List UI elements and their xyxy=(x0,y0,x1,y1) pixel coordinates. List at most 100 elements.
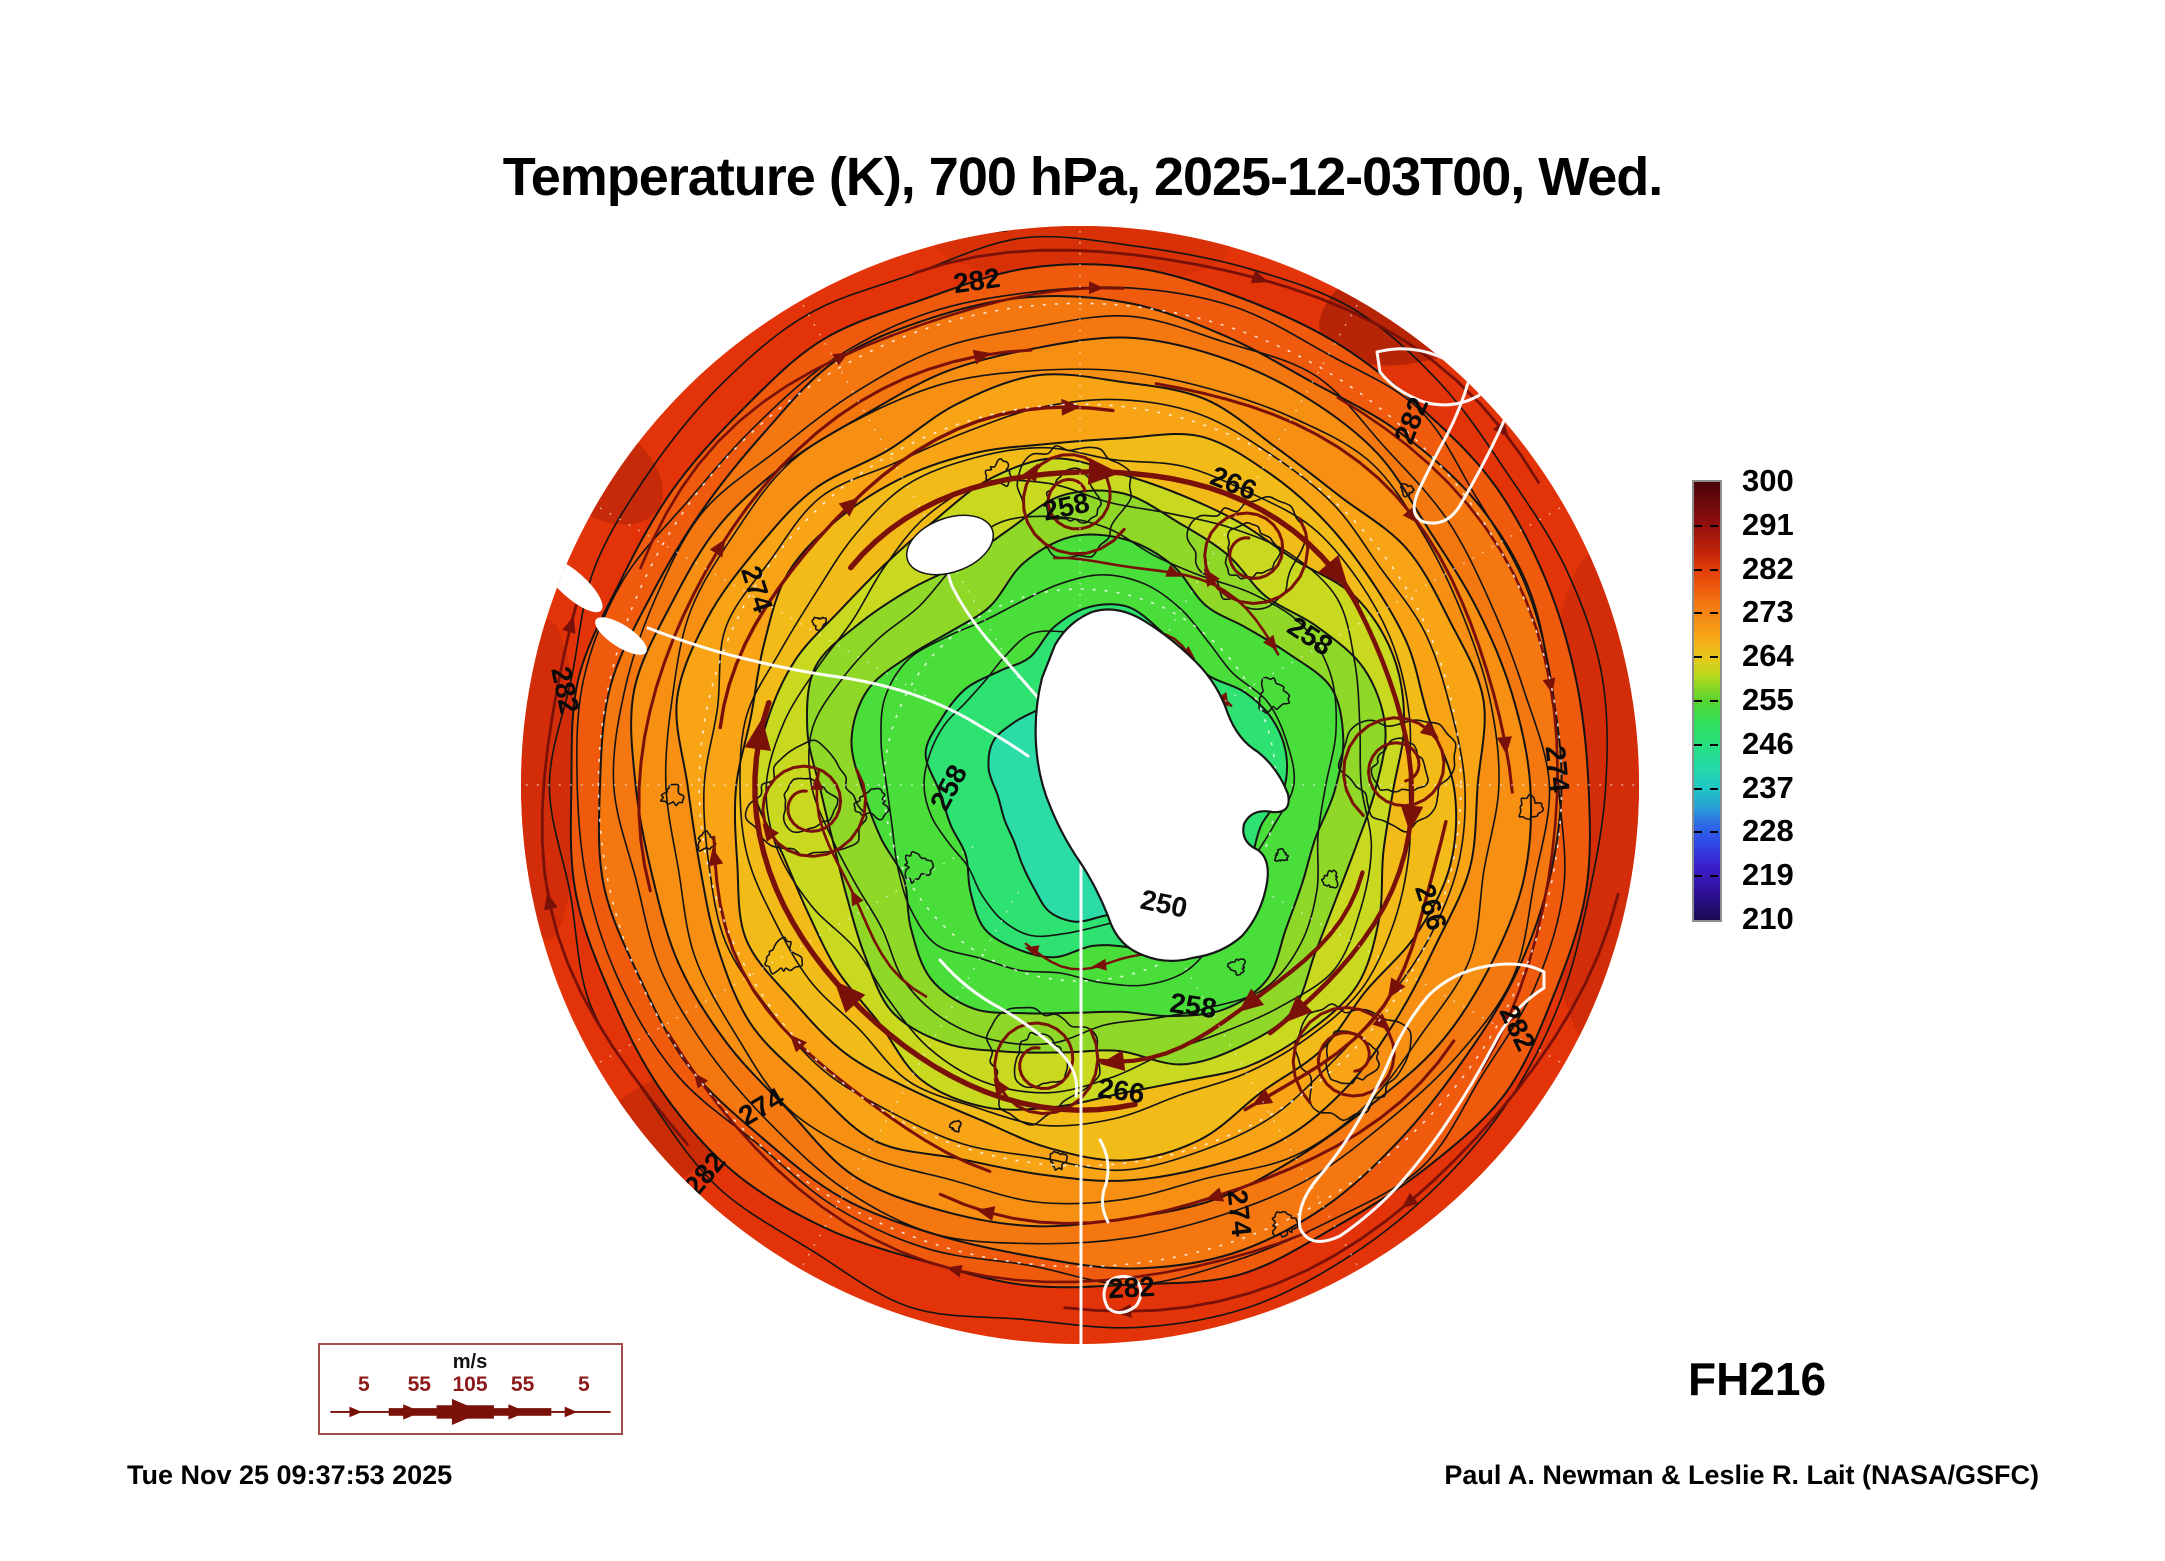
colorbar-tick-mark xyxy=(1710,787,1718,790)
streamline-arrow-icon xyxy=(834,980,866,1013)
colorbar-tick-mark xyxy=(1694,875,1702,878)
streamline-arrow-icon xyxy=(946,1265,963,1278)
coastline xyxy=(1297,962,1546,1243)
streamline-arrow-icon xyxy=(1238,988,1265,1012)
streamline-arrow-icon xyxy=(850,889,864,907)
streamline-arrow-icon xyxy=(762,823,780,842)
streamline-arrow-icon xyxy=(1387,977,1406,999)
meridian-line xyxy=(1140,891,1361,1271)
contour-label: 266 xyxy=(1096,1072,1147,1109)
streamline-arrow-icon xyxy=(1088,281,1105,295)
streamline-arrow-icon xyxy=(789,1034,808,1053)
colorbar-tick-label: 246 xyxy=(1742,725,1794,761)
wind-legend-speed-label: 55 xyxy=(511,1373,535,1396)
streamline-arrow-icon xyxy=(1203,568,1220,588)
forecast-hour-label: FH216 xyxy=(1688,1353,1827,1405)
wind-arrow-icon xyxy=(508,1404,527,1420)
colorbar-tick-mark xyxy=(1710,568,1718,571)
wind-arrow-icon xyxy=(451,1398,483,1426)
meridian-line xyxy=(799,891,1020,1271)
meridian-line xyxy=(594,504,974,725)
wind-arrow-icon xyxy=(564,1406,578,1418)
colorbar-tick-mark xyxy=(1694,787,1702,790)
coastline xyxy=(1098,1138,1110,1224)
streamline-arrow-icon xyxy=(693,1072,709,1089)
antarctica-landmass xyxy=(543,514,1290,963)
colorbar-tick-mark xyxy=(1694,568,1702,571)
credit-text: Paul A. Newman & Leslie R. Lait (NASA/GS… xyxy=(1444,1460,2039,1490)
colorbar-tick-mark xyxy=(1694,743,1702,746)
streamline-arrow-icon xyxy=(1401,1192,1419,1209)
colorbar-tick-mark xyxy=(1710,524,1718,527)
streamline-arrow-icon xyxy=(1317,554,1349,588)
coastline xyxy=(938,958,1079,1098)
contour-label: 282 xyxy=(960,206,1009,240)
coastline xyxy=(1102,1275,1143,1314)
contour-label: 258 xyxy=(1168,987,1219,1024)
coastline xyxy=(646,626,1030,758)
colorbar-tick-mark xyxy=(1694,612,1702,615)
colorbar-tick-label: 228 xyxy=(1742,813,1794,849)
streamline-arrow-icon xyxy=(1024,945,1040,957)
colorbar-tick-label: 291 xyxy=(1742,506,1794,542)
streamline-arrow-icon xyxy=(1205,1187,1225,1202)
streamline-arrow-icon xyxy=(709,538,726,558)
colorbar-tick-mark xyxy=(1710,875,1718,878)
colorbar-tick-mark xyxy=(1694,524,1702,527)
streamline-arrow-icon xyxy=(993,1077,1010,1097)
streamline-arrow-icon xyxy=(744,718,772,752)
wind-streamlines xyxy=(540,248,1620,1318)
streamline-arrow-icon xyxy=(1419,720,1439,738)
colorbar-tick-label: 237 xyxy=(1742,769,1794,805)
streamline-arrow-icon xyxy=(976,1206,996,1221)
ice-shelf-mask xyxy=(905,514,995,576)
colorbar-tick-mark xyxy=(1710,700,1718,702)
contour-label: 274 xyxy=(1540,744,1576,794)
meridian-line xyxy=(799,299,1020,679)
wind-legend-speed-label: 105 xyxy=(452,1373,487,1396)
streamline-arrow-icon xyxy=(1092,958,1107,971)
streamline-arrow-icon xyxy=(838,497,860,517)
meridian-line xyxy=(1140,299,1361,679)
streamline-arrow-icon xyxy=(1061,398,1082,416)
streamline-arrow-icon xyxy=(1497,736,1512,755)
meridian-line xyxy=(594,845,974,1066)
colorbar-tick-mark xyxy=(1710,656,1718,659)
colorbar-tick-mark xyxy=(1694,656,1702,659)
colorbar-tick-mark xyxy=(1710,612,1718,615)
colorbar-tick-label: 219 xyxy=(1742,857,1794,893)
colorbar-tick-mark xyxy=(1710,831,1718,834)
streamline-arrow-icon xyxy=(810,774,824,790)
streamline-arrow-icon xyxy=(1099,1050,1126,1072)
streamline-arrow-icon xyxy=(562,616,576,634)
wind-legend-speed-label: 5 xyxy=(578,1373,590,1396)
wind-speed-arrow: m/s5 55 105 55 5 xyxy=(330,1351,611,1426)
streamline-arrow-icon xyxy=(1023,462,1039,483)
wind-legend-units: m/s xyxy=(453,1351,488,1373)
colorbar-tick-label: 300 xyxy=(1742,463,1794,498)
streamline-arrow-icon xyxy=(1250,270,1269,284)
wind-legend-speed-label: 55 xyxy=(408,1373,432,1396)
colorbar-tick-mark xyxy=(1694,831,1702,834)
wind-legend-speed-label: 5 xyxy=(358,1373,370,1396)
streamline-arrow-icon xyxy=(1263,634,1278,651)
page-title: Temperature (K), 700 hPa, 2025-12-03T00,… xyxy=(502,147,1664,207)
latitude-circle xyxy=(698,403,1462,1167)
colorbar-tick-mark xyxy=(1710,743,1718,746)
wind-speed-legend: m/s 5 55 105 55 5 xyxy=(318,1343,623,1435)
streamline-arrow-icon xyxy=(543,892,558,911)
streamline-arrow-icon xyxy=(1400,804,1424,833)
colorbar-tick-label: 210 xyxy=(1742,901,1794,936)
streamline-arrow-icon xyxy=(832,352,849,366)
wind-arrow-icon xyxy=(349,1406,362,1418)
streamline-arrow-icon xyxy=(972,349,992,365)
colorbar-tick-mark xyxy=(1694,700,1702,702)
colorbar-tick-label: 255 xyxy=(1742,682,1794,717)
colorbar-tick-label: 282 xyxy=(1742,550,1794,586)
colorbar-tick-label: 264 xyxy=(1742,638,1794,674)
streamline-arrow-icon xyxy=(1251,1088,1274,1106)
meridian-line xyxy=(1186,504,1566,725)
contour-label: 274 xyxy=(1222,1188,1258,1238)
